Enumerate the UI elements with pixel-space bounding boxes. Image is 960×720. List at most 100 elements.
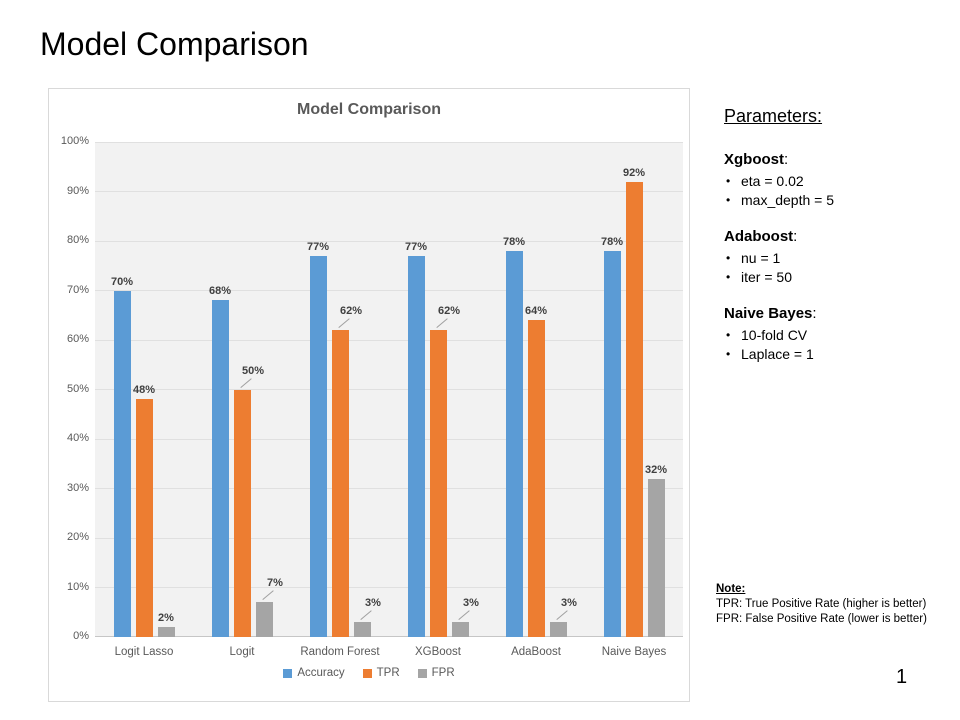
parameters-heading: Parameters: bbox=[724, 106, 823, 126]
category-label: AdaBoost bbox=[511, 646, 561, 658]
bar-tpr bbox=[625, 181, 643, 637]
bar-tpr bbox=[331, 330, 349, 637]
data-label-leader-line bbox=[338, 318, 350, 329]
category-label: Random Forest bbox=[300, 646, 380, 658]
parameters-panel: Parameters: Xgboost: eta = 0.02 max_dept… bbox=[724, 106, 949, 382]
data-label: 3% bbox=[365, 597, 381, 610]
legend-item: Accuracy bbox=[283, 667, 345, 679]
data-label-leader-line bbox=[360, 610, 372, 621]
data-label: 78% bbox=[502, 235, 526, 248]
gridline bbox=[95, 339, 683, 341]
parameter-section-xgboost: Xgboost: eta = 0.02 max_depth = 5 bbox=[724, 151, 949, 210]
bar-accuracy bbox=[407, 255, 425, 637]
parameter-section-suffix: : bbox=[784, 151, 789, 168]
y-tick-label: 0% bbox=[73, 630, 89, 642]
parameter-item: 10-fold CV bbox=[724, 326, 949, 345]
chart-title: Model Comparison bbox=[296, 101, 441, 118]
legend-swatch-fpr bbox=[417, 668, 427, 678]
bar-fpr bbox=[353, 622, 371, 637]
data-label: 32% bbox=[644, 463, 668, 476]
bar-accuracy bbox=[603, 250, 621, 637]
data-label: 3% bbox=[463, 597, 479, 610]
y-tick-label: 90% bbox=[66, 184, 89, 197]
parameter-section-naive-bayes: Naive Bayes: 10-fold CV Laplace = 1 bbox=[724, 305, 949, 364]
category-label: Logit Lasso bbox=[114, 646, 174, 658]
data-label: 78% bbox=[600, 235, 624, 248]
legend-label: TPR bbox=[376, 667, 400, 679]
data-label: 50% bbox=[241, 364, 265, 377]
bar-tpr bbox=[527, 320, 545, 637]
data-label-leader-line bbox=[436, 318, 448, 329]
gridline bbox=[95, 191, 683, 192]
y-tick-label: 20% bbox=[66, 531, 89, 543]
note-line: FPR: False Positive Rate (lower is bette… bbox=[716, 613, 927, 625]
category-label: Logit bbox=[229, 646, 255, 658]
y-tick-label: 50% bbox=[66, 382, 89, 395]
chart-legend: Accuracy TPR FPR bbox=[49, 667, 689, 679]
gridline bbox=[95, 587, 683, 588]
y-tick-label: 10% bbox=[66, 580, 89, 593]
gridline bbox=[95, 537, 683, 539]
gridline bbox=[95, 389, 683, 390]
parameter-section-name: Naive Bayes bbox=[724, 305, 813, 322]
y-tick-label: 70% bbox=[66, 283, 89, 296]
data-label: 92% bbox=[622, 166, 646, 179]
parameter-item: nu = 1 bbox=[724, 249, 949, 268]
note-block: Note: TPR: True Positive Rate (higher is… bbox=[716, 582, 946, 627]
data-label-leader-line bbox=[458, 610, 470, 621]
bar-tpr bbox=[429, 330, 447, 637]
category-label: Naive Bayes bbox=[601, 646, 667, 658]
y-tick-label: 100% bbox=[60, 135, 89, 147]
slide-title: Model Comparison bbox=[40, 26, 309, 62]
parameter-item: Laplace = 1 bbox=[724, 345, 949, 364]
bar-accuracy bbox=[113, 290, 131, 637]
data-label-leader-line bbox=[262, 590, 274, 601]
bar-fpr bbox=[549, 622, 567, 637]
bar-accuracy bbox=[309, 255, 327, 637]
data-label: 62% bbox=[339, 305, 363, 318]
gridline bbox=[95, 240, 683, 242]
y-tick-label: 40% bbox=[66, 432, 89, 444]
bar-fpr bbox=[451, 622, 469, 637]
parameter-item: max_depth = 5 bbox=[724, 191, 949, 210]
bar-accuracy bbox=[505, 250, 523, 637]
gridline bbox=[95, 141, 683, 143]
data-label-leader-line bbox=[556, 610, 568, 621]
x-axis-line bbox=[95, 636, 683, 637]
data-label: 62% bbox=[437, 305, 461, 318]
data-label: 64% bbox=[524, 305, 548, 318]
data-label: 48% bbox=[132, 384, 156, 397]
legend-swatch-tpr bbox=[362, 668, 372, 678]
data-label: 3% bbox=[561, 597, 577, 610]
data-label: 77% bbox=[306, 240, 330, 253]
legend-item: TPR bbox=[362, 667, 400, 679]
y-tick-label: 30% bbox=[66, 481, 89, 494]
y-tick-label: 60% bbox=[66, 333, 89, 345]
plot-area: 70% 48% 2% Logit Lasso 68% 50% 7% Logit 77% 62% 3%… bbox=[95, 141, 683, 658]
note-heading: Note: bbox=[716, 583, 746, 595]
data-label: 70% bbox=[110, 275, 134, 288]
parameter-section-suffix: : bbox=[812, 305, 817, 322]
bar-fpr bbox=[647, 478, 665, 637]
page-number: 1 bbox=[896, 666, 908, 688]
legend-label: Accuracy bbox=[297, 667, 345, 679]
category-label: XGBoost bbox=[414, 646, 462, 658]
bar-fpr bbox=[157, 627, 175, 637]
y-tick-label: 80% bbox=[66, 234, 89, 246]
parameter-section-name: Adaboost bbox=[724, 228, 794, 245]
gridline bbox=[95, 438, 683, 440]
data-label-leader-line bbox=[240, 377, 252, 388]
legend-swatch-accuracy bbox=[283, 668, 293, 678]
legend-item: FPR bbox=[417, 667, 455, 679]
bar-tpr bbox=[233, 389, 251, 637]
gridline bbox=[95, 488, 683, 489]
gridline bbox=[95, 290, 683, 291]
bar-tpr bbox=[135, 399, 153, 637]
model-comparison-chart: Model Comparison 70% 48% 2% Logit Lasso 68% 5… bbox=[48, 88, 690, 702]
bar-fpr bbox=[255, 602, 273, 637]
parameter-item: iter = 50 bbox=[724, 268, 949, 287]
bar-accuracy bbox=[211, 300, 229, 637]
data-label: 7% bbox=[267, 577, 283, 590]
parameter-item: eta = 0.02 bbox=[724, 172, 949, 191]
data-label: 68% bbox=[208, 285, 232, 298]
